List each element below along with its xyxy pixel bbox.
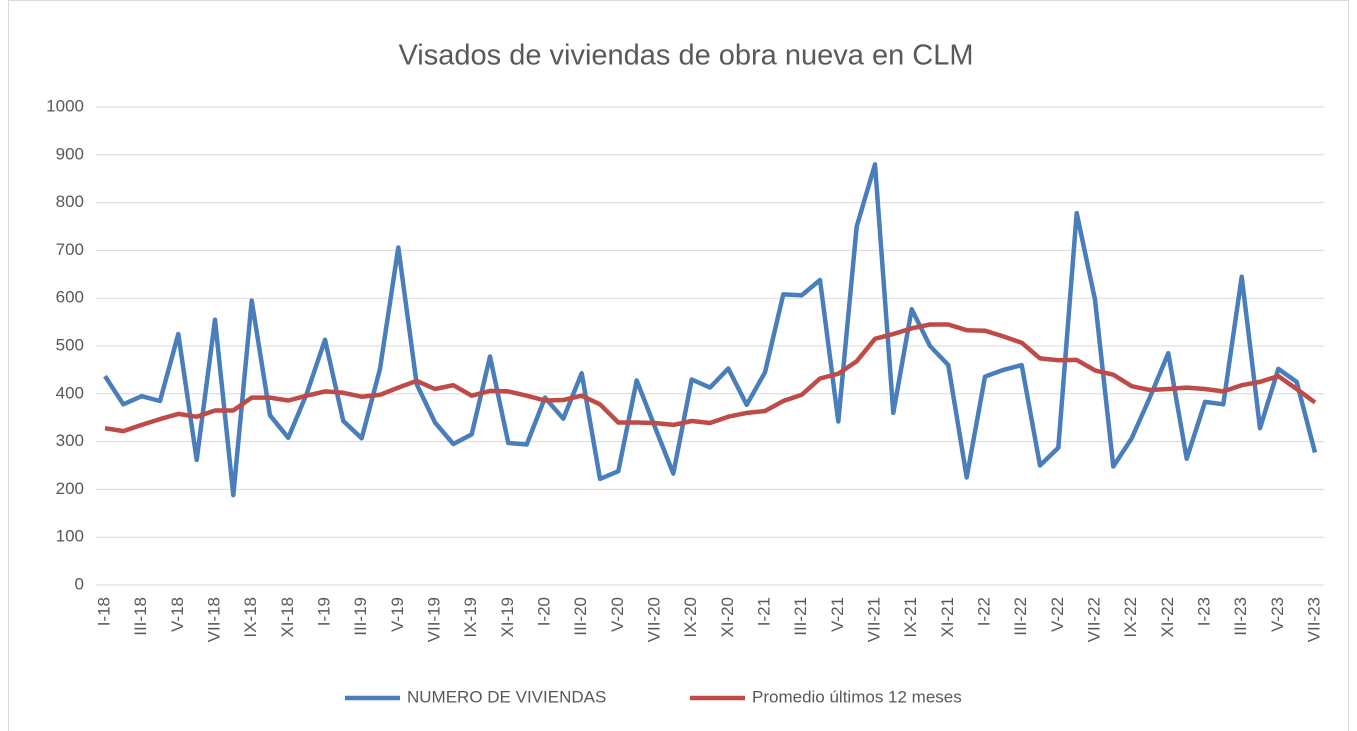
x-tick-label: XI-21	[938, 597, 957, 638]
y-tick-label: 700	[56, 240, 84, 259]
x-tick-label: III-22	[1011, 597, 1030, 636]
x-tick-label: III-20	[571, 597, 590, 636]
y-tick-label: 900	[56, 144, 84, 163]
x-tick-label: VII-23	[1304, 597, 1323, 642]
x-tick-label: XI-19	[498, 597, 517, 638]
y-tick-label: 100	[56, 527, 84, 546]
x-tick-label: I-18	[94, 597, 113, 626]
y-tick-label: 300	[56, 431, 84, 450]
series-line	[104, 322, 1317, 434]
x-tick-label: I-23	[1194, 597, 1213, 626]
x-tick-label: V-18	[168, 597, 187, 632]
x-tick-label: IX-18	[241, 597, 260, 638]
y-tick-label: 0	[75, 574, 84, 593]
x-tick-label: I-22	[974, 597, 993, 626]
legend-label: Promedio últimos 12 meses	[752, 687, 962, 706]
x-tick-label: III-19	[351, 597, 370, 636]
x-tick-label: VII-22	[1084, 597, 1103, 642]
x-tick-label: IX-20	[681, 597, 700, 638]
y-tick-label: 600	[56, 288, 84, 307]
x-tick-label: I-19	[314, 597, 333, 626]
chart-title: Visados de viviendas de obra nueva en CL…	[398, 40, 973, 72]
x-tick-label: I-20	[534, 597, 553, 626]
chart-border	[8, 0, 1349, 731]
x-tick-label: IX-19	[461, 597, 480, 638]
x-tick-label: III-23	[1231, 597, 1250, 636]
x-tick-label: III-21	[791, 597, 810, 636]
y-tick-label: 400	[56, 383, 84, 402]
x-tick-label: V-22	[1048, 597, 1067, 632]
x-tick-label: VII-18	[204, 597, 223, 642]
x-tick-label: VII-20	[644, 597, 663, 642]
y-tick-label: 1000	[46, 96, 84, 115]
x-tick-label: III-18	[131, 597, 150, 636]
x-tick-label: VII-21	[864, 597, 883, 642]
x-tick-label: V-19	[388, 597, 407, 632]
legend-label: NUMERO DE VIVIENDAS	[407, 687, 606, 706]
x-tick-label: XI-20	[718, 597, 737, 638]
x-tick-label: I-21	[754, 597, 773, 626]
x-tick-label: IX-21	[901, 597, 920, 638]
y-tick-label: 800	[56, 192, 84, 211]
y-tick-label: 200	[56, 479, 84, 498]
y-tick-label: 500	[56, 335, 84, 354]
x-tick-label: XI-18	[278, 597, 297, 638]
series-line	[103, 162, 1318, 498]
x-tick-label: V-23	[1268, 597, 1287, 632]
x-tick-label: VII-19	[424, 597, 443, 642]
x-tick-label: IX-22	[1121, 597, 1140, 638]
x-tick-label: XI-22	[1158, 597, 1177, 638]
x-tick-label: V-20	[608, 597, 627, 632]
x-tick-label: V-21	[828, 597, 847, 632]
